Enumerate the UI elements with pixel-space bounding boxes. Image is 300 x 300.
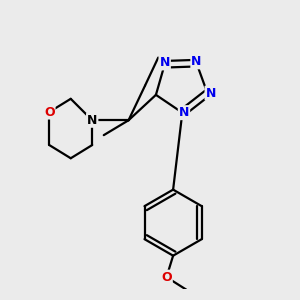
Text: N: N (191, 55, 202, 68)
Text: N: N (87, 114, 98, 127)
Text: N: N (206, 87, 216, 100)
Text: N: N (160, 56, 170, 69)
Text: N: N (179, 106, 189, 119)
Text: O: O (161, 271, 172, 284)
Text: O: O (44, 106, 55, 118)
